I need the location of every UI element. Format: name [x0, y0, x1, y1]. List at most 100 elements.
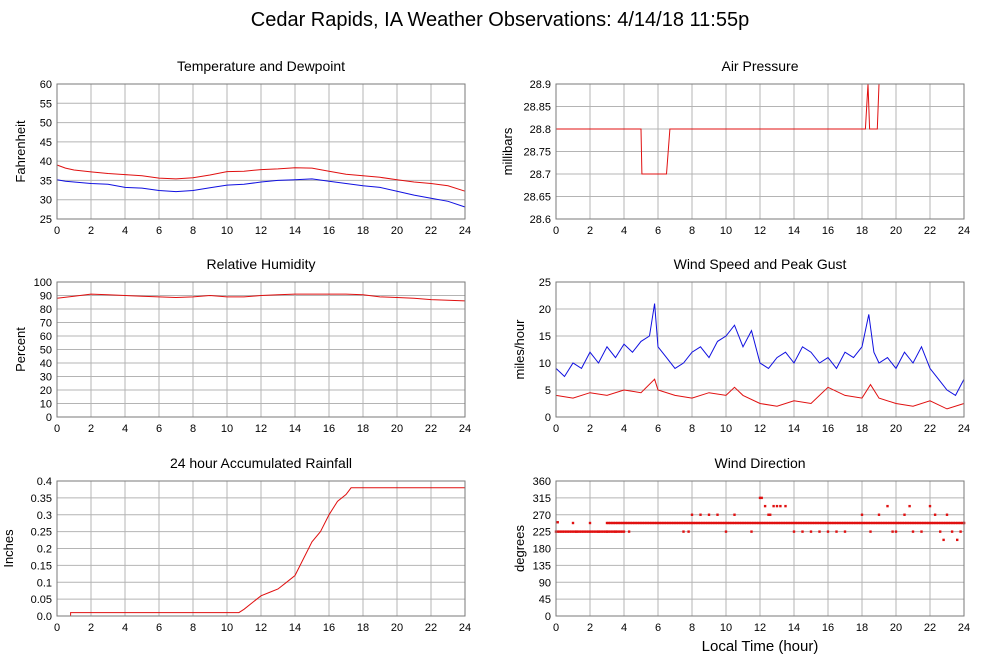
data-point [833, 521, 836, 525]
data-point [889, 521, 893, 525]
data-point [651, 521, 655, 525]
x-tick-label: 10 [720, 423, 732, 435]
x-tick-label: 14 [788, 225, 800, 237]
data-point [617, 521, 621, 525]
y-tick-label: 180 [533, 544, 551, 556]
data-point [949, 521, 952, 525]
data-point [905, 521, 908, 525]
data-point [687, 530, 690, 533]
data-point [818, 521, 821, 525]
data-point [605, 530, 609, 533]
data-point [614, 530, 617, 533]
x-tick-label: 4 [621, 225, 627, 237]
x-tick-label: 22 [425, 225, 437, 237]
data-point [816, 521, 819, 525]
data-point [847, 521, 850, 525]
data-point [806, 521, 809, 525]
data-point [660, 521, 663, 525]
data-point [714, 521, 717, 525]
data-point [956, 538, 959, 542]
data-point [650, 521, 653, 525]
y-tick-label: 40 [40, 358, 52, 370]
data-point [758, 496, 762, 500]
y-tick-label: 0.35 [31, 493, 52, 505]
data-point [595, 530, 598, 533]
data-point [699, 521, 702, 525]
x-tick-label: 14 [788, 423, 800, 435]
data-point [582, 530, 585, 533]
data-point [860, 521, 864, 525]
data-point [899, 521, 903, 525]
x-tick-label: 0 [54, 225, 60, 237]
data-point [633, 521, 636, 525]
y-tick-label: 28.6 [530, 214, 551, 226]
data-point [872, 521, 876, 525]
data-point [629, 521, 632, 525]
y-tick-label: 45 [40, 137, 52, 149]
x-tick-label: 16 [822, 423, 834, 435]
data-point [607, 521, 610, 525]
data-point [959, 530, 962, 533]
data-point [692, 521, 695, 525]
x-tick-label: 16 [323, 225, 335, 237]
data-point [724, 530, 728, 533]
data-point [891, 521, 894, 525]
y-tick-label: 90 [40, 291, 52, 303]
data-point [762, 521, 765, 525]
data-point [617, 530, 621, 533]
x-tick-label: 0 [553, 225, 559, 237]
data-point [939, 530, 942, 533]
data-point [898, 521, 901, 525]
data-point [719, 521, 723, 525]
data-point [879, 521, 882, 525]
data-point [559, 530, 563, 533]
data-point [699, 513, 702, 516]
series-line-red [556, 83, 964, 175]
y-tick-label: 30 [40, 195, 52, 207]
data-point [636, 521, 639, 525]
data-point [746, 521, 750, 525]
data-point [823, 521, 826, 525]
data-point [857, 521, 860, 525]
x-tick-label: 6 [156, 225, 162, 237]
y-tick-label: 0.1 [37, 577, 52, 589]
data-point [927, 521, 930, 525]
data-point [566, 530, 570, 533]
data-point [891, 530, 894, 533]
data-point [915, 521, 918, 525]
data-point [709, 521, 712, 525]
data-point [667, 521, 670, 525]
data-point [563, 530, 566, 533]
data-point [835, 530, 838, 533]
x-tick-label: 6 [156, 423, 162, 435]
data-point [716, 513, 719, 516]
plot-frame [56, 480, 466, 617]
x-tick-label: 4 [122, 225, 128, 237]
data-point [957, 521, 961, 525]
series-line-red [56, 293, 466, 302]
data-point [877, 513, 881, 516]
y-tick-label: 40 [40, 156, 52, 168]
x-tick-label: 14 [289, 423, 301, 435]
data-point [792, 521, 796, 525]
x-tick-label: 20 [890, 225, 902, 237]
data-point [750, 530, 753, 533]
x-tick-label: 12 [754, 423, 766, 435]
data-point [682, 521, 685, 525]
data-point [653, 521, 656, 525]
data-point [826, 521, 830, 525]
y-tick-label: 28.8 [530, 124, 551, 136]
data-point [933, 513, 937, 516]
data-point [592, 530, 595, 533]
data-point [736, 521, 740, 525]
data-point [658, 521, 661, 525]
data-point [779, 521, 782, 525]
data-point [585, 530, 588, 533]
grid [555, 281, 965, 418]
data-point [627, 530, 631, 533]
x-tick-label: 8 [689, 423, 695, 435]
x-tick-label: 22 [924, 423, 936, 435]
